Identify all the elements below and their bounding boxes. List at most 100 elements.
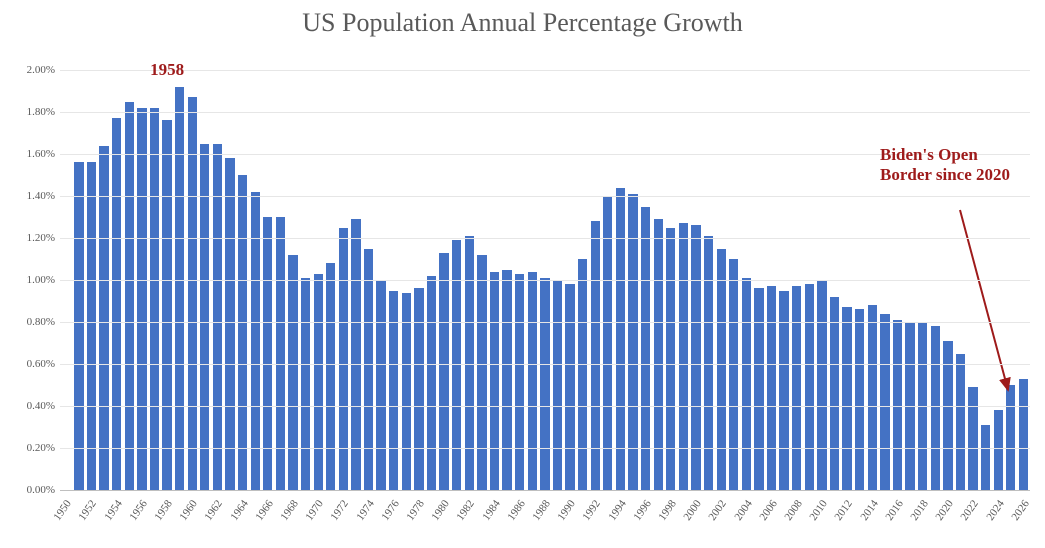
bar xyxy=(389,291,398,491)
gridline xyxy=(60,70,1030,71)
ytick-label: 1.20% xyxy=(5,232,55,244)
bar xyxy=(225,158,234,490)
xtick-label: 1972 xyxy=(329,498,351,523)
xtick-label: 1960 xyxy=(178,498,200,523)
bar xyxy=(125,102,134,491)
gridline xyxy=(60,364,1030,365)
gridline xyxy=(60,280,1030,281)
xtick-label: 1970 xyxy=(304,498,326,523)
ytick-label: 0.60% xyxy=(5,358,55,370)
bar xyxy=(439,253,448,490)
bar xyxy=(251,192,260,490)
gridline xyxy=(60,238,1030,239)
bar xyxy=(515,274,524,490)
bar xyxy=(742,278,751,490)
xtick-label: 1976 xyxy=(379,498,401,523)
population-growth-chart: US Population Annual Percentage Growth 1… xyxy=(0,0,1045,548)
bar xyxy=(880,314,889,490)
bar xyxy=(666,228,675,491)
bar xyxy=(616,188,625,490)
bar xyxy=(427,276,436,490)
bar xyxy=(87,162,96,490)
xtick-label: 1966 xyxy=(253,498,275,523)
bar xyxy=(465,236,474,490)
bar xyxy=(729,259,738,490)
bar xyxy=(112,118,121,490)
xtick-label: 1962 xyxy=(203,498,225,523)
xtick-label: 1988 xyxy=(530,498,552,523)
bar xyxy=(817,280,826,490)
xtick-label: 1954 xyxy=(102,498,124,523)
bar xyxy=(452,240,461,490)
bar xyxy=(414,288,423,490)
bar xyxy=(99,146,108,490)
bar xyxy=(981,425,990,490)
xtick-label: 1998 xyxy=(656,498,678,523)
xtick-label: 1984 xyxy=(480,498,502,523)
xtick-label: 1964 xyxy=(228,498,250,523)
xtick-label: 2020 xyxy=(933,498,955,523)
bar xyxy=(654,219,663,490)
bar xyxy=(553,280,562,490)
bar xyxy=(754,288,763,490)
bar xyxy=(162,120,171,490)
bar xyxy=(339,228,348,491)
bar xyxy=(376,280,385,490)
xtick-label: 1950 xyxy=(52,498,74,523)
xtick-label: 1980 xyxy=(430,498,452,523)
bar xyxy=(792,286,801,490)
ytick-label: 0.80% xyxy=(5,316,55,328)
xtick-label: 1982 xyxy=(455,498,477,523)
bar xyxy=(288,255,297,490)
ytick-label: 0.20% xyxy=(5,442,55,454)
xtick-label: 1978 xyxy=(404,498,426,523)
bar xyxy=(931,326,940,490)
xtick-label: 2010 xyxy=(808,498,830,523)
bar xyxy=(591,221,600,490)
xtick-label: 2016 xyxy=(883,498,905,523)
xtick-label: 1952 xyxy=(77,498,99,523)
bar xyxy=(301,278,310,490)
xtick-label: 2026 xyxy=(1009,498,1031,523)
xtick-label: 2024 xyxy=(984,498,1006,523)
bar xyxy=(326,263,335,490)
ytick-label: 0.40% xyxy=(5,400,55,412)
ytick-label: 2.00% xyxy=(5,64,55,76)
xtick-label: 1956 xyxy=(127,498,149,523)
bar xyxy=(351,219,360,490)
bar xyxy=(1006,385,1015,490)
xtick-label: 2004 xyxy=(732,498,754,523)
bar xyxy=(137,108,146,490)
ytick-label: 1.60% xyxy=(5,148,55,160)
bar xyxy=(188,97,197,490)
gridline xyxy=(60,196,1030,197)
bar xyxy=(565,284,574,490)
bar xyxy=(276,217,285,490)
bar xyxy=(502,270,511,491)
xtick-label: 2018 xyxy=(908,498,930,523)
bar xyxy=(968,387,977,490)
bar xyxy=(868,305,877,490)
bar xyxy=(893,320,902,490)
bar xyxy=(150,108,159,490)
annotation-peak-1958: 1958 xyxy=(150,60,184,80)
xtick-label: 2008 xyxy=(782,498,804,523)
ytick-label: 1.40% xyxy=(5,190,55,202)
bar xyxy=(842,307,851,490)
bar xyxy=(238,175,247,490)
bar xyxy=(855,309,864,490)
plot-area: 1958Biden's Open Border since 2020 xyxy=(60,70,1030,491)
xtick-label: 2000 xyxy=(682,498,704,523)
chart-title: US Population Annual Percentage Growth xyxy=(0,8,1045,38)
xtick-label: 2006 xyxy=(757,498,779,523)
ytick-label: 0.00% xyxy=(5,484,55,496)
xtick-label: 2022 xyxy=(959,498,981,523)
bar xyxy=(956,354,965,491)
bar xyxy=(830,297,839,490)
bar xyxy=(263,217,272,490)
bar xyxy=(477,255,486,490)
bar xyxy=(74,162,83,490)
xtick-label: 1990 xyxy=(556,498,578,523)
xtick-label: 2002 xyxy=(707,498,729,523)
xtick-label: 1974 xyxy=(354,498,376,523)
